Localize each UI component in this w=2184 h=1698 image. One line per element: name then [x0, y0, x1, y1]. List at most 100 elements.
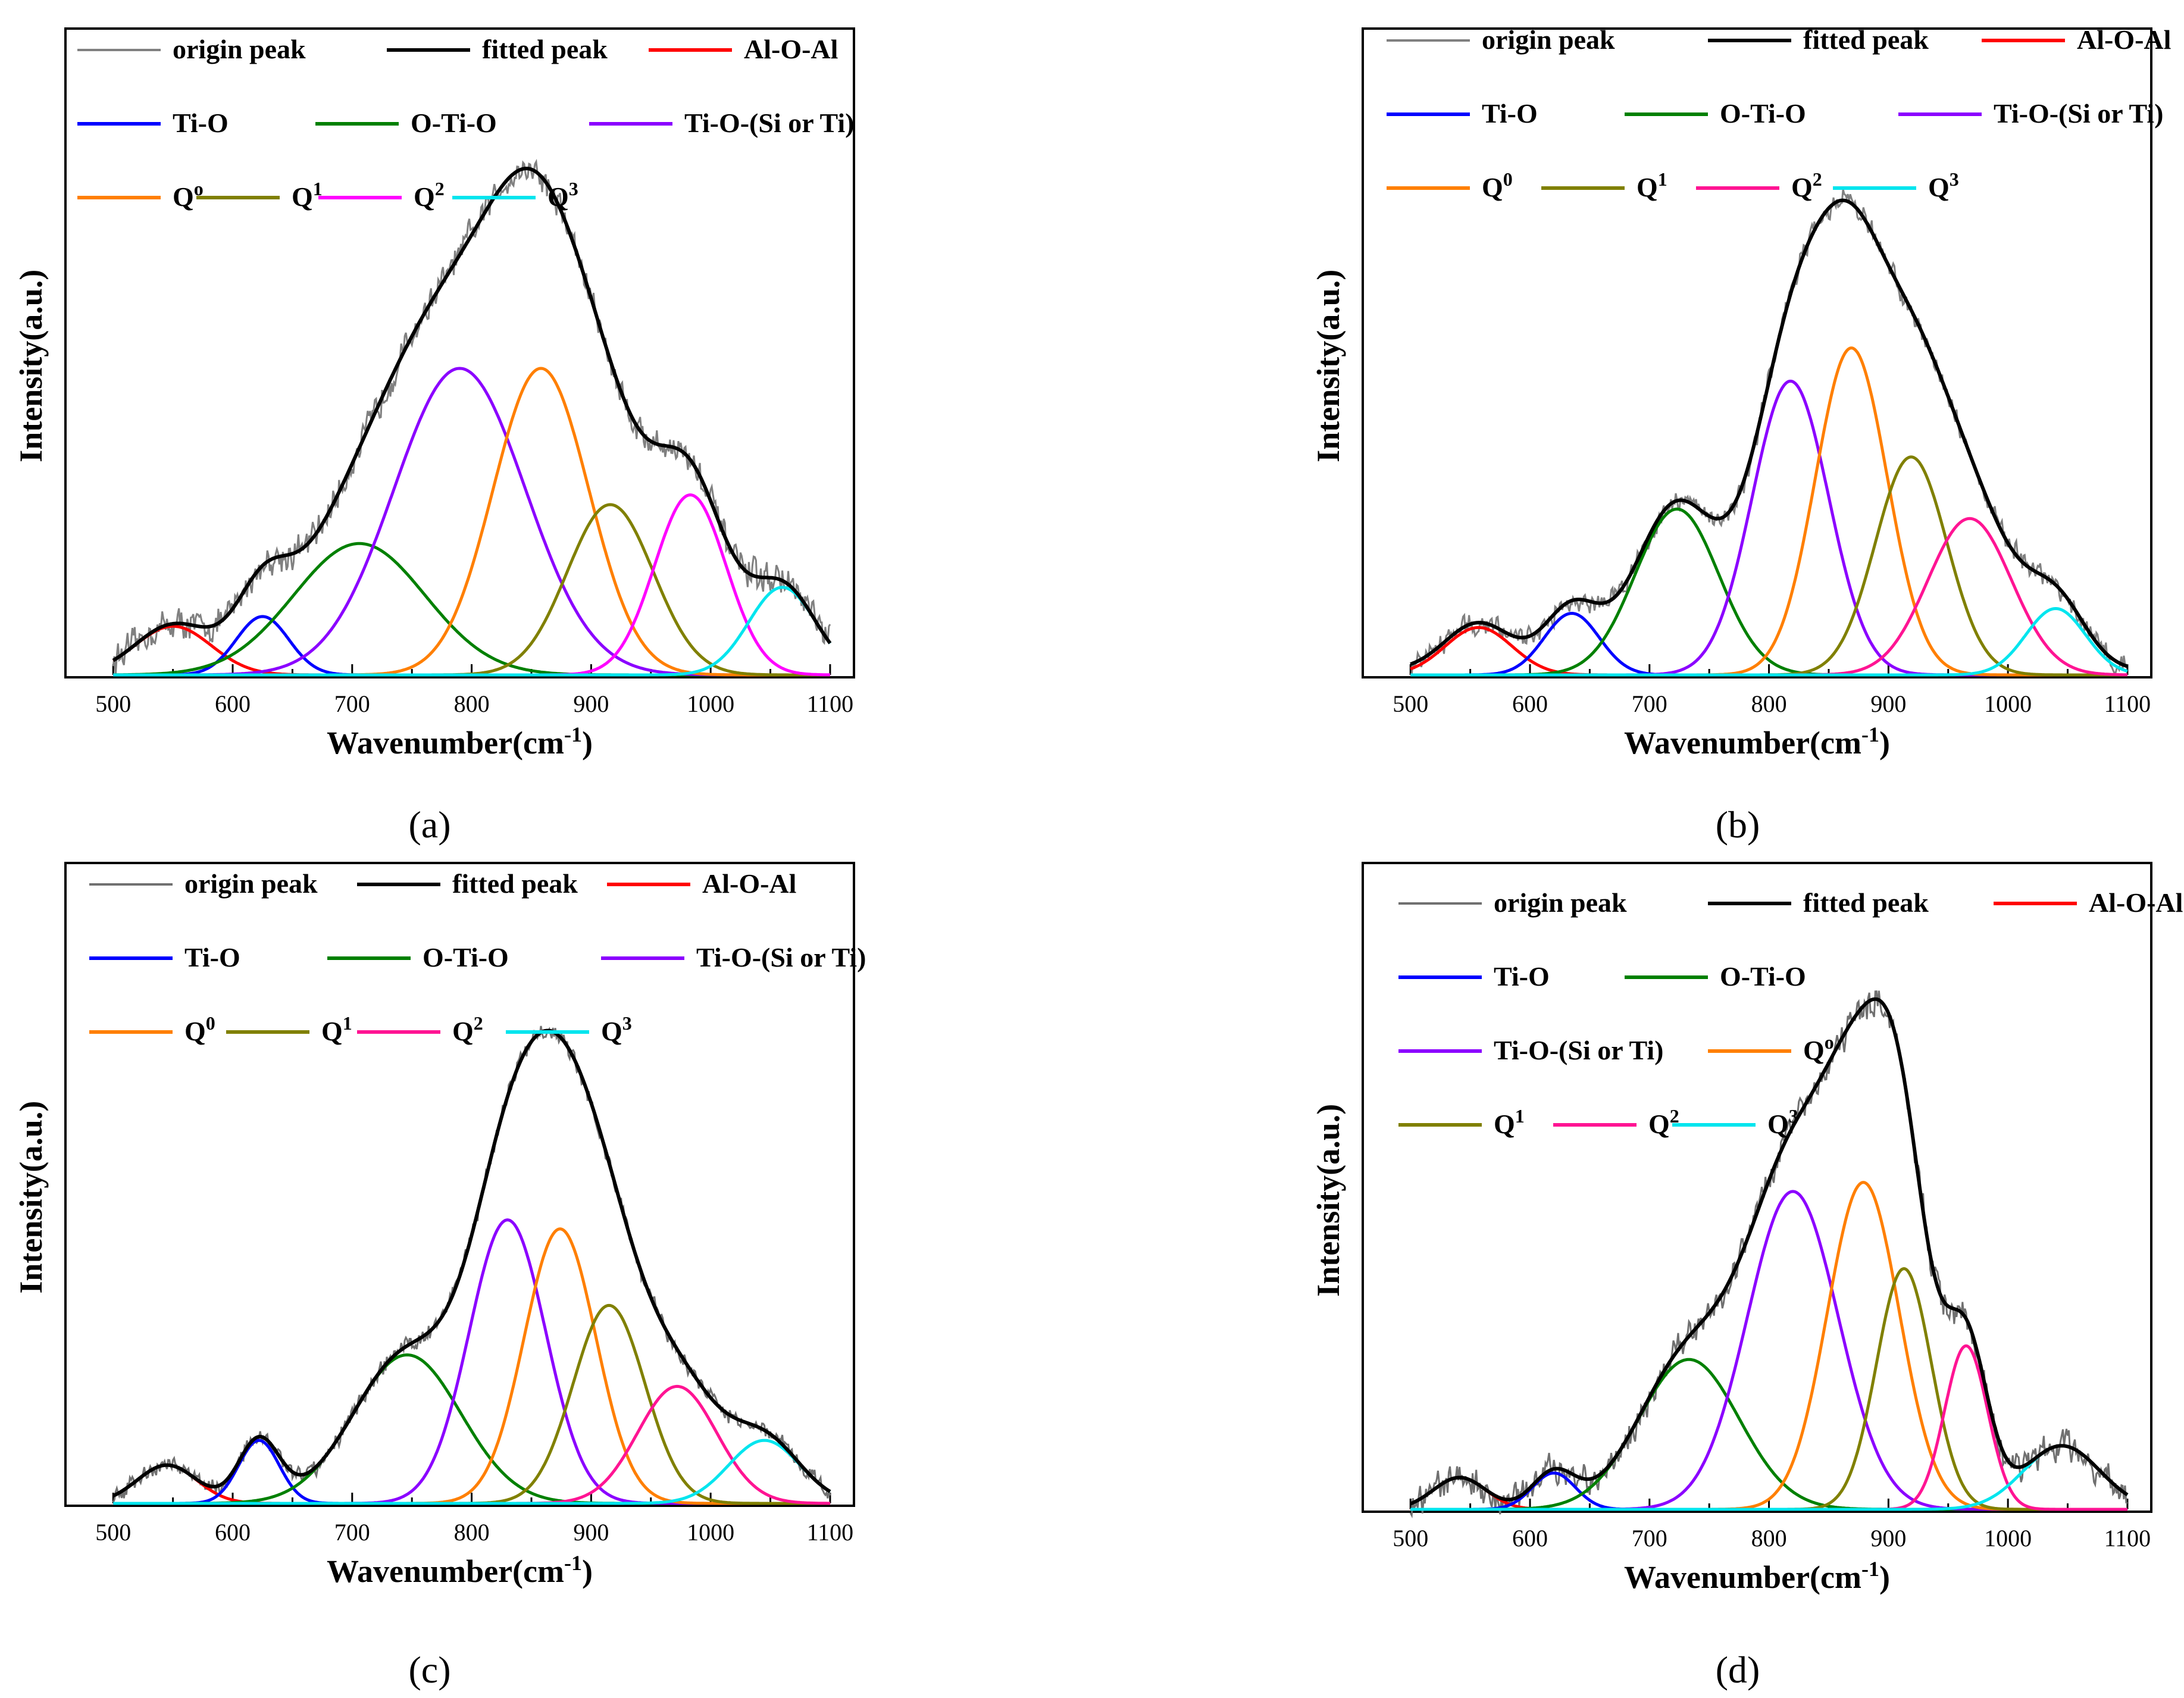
legend-label-text: Q	[414, 182, 435, 212]
x-tick-label: 600	[215, 1519, 251, 1546]
legend-label-sup: 3	[622, 1012, 632, 1034]
plot-frame	[1362, 862, 2152, 1513]
chart-panel-c: 500 600 700 800 900 1000 1100 Wavenumber(cm-1) I…	[13, 862, 866, 1691]
legend-label-otio: O-Ti-O	[1720, 961, 1806, 992]
legend-label-q0: Q0	[1482, 168, 1513, 202]
legend-label-sup: 1	[343, 1012, 352, 1034]
x-tick-label: 700	[334, 690, 370, 717]
legend-label-text: Ti-O	[173, 108, 229, 138]
x-tick-label: 800	[1751, 690, 1787, 717]
legend-label-origin: origin peak	[1494, 887, 1627, 918]
legend-label-otio: O-Ti-O	[411, 108, 497, 138]
legend-label-text: origin peak	[184, 868, 318, 899]
legend-label-sup: 1	[1515, 1105, 1525, 1127]
x-tick-label: 700	[1632, 1525, 1667, 1552]
x-axis-label-sup: -1	[1861, 1557, 1879, 1581]
legend-label-otio: O-Ti-O	[423, 942, 509, 972]
legend-label-q1: Q1	[1637, 168, 1667, 202]
legend-label-sup: 0	[206, 1012, 215, 1034]
series-fitted-peak	[112, 167, 832, 662]
y-axis-label: Intensity(a.u.)	[13, 270, 49, 462]
legend-label-text: Al-O-Al	[2077, 24, 2171, 55]
series-origin-peak	[1409, 990, 2128, 1519]
legend-label-q0: Q0	[184, 1012, 215, 1046]
series-q3	[113, 586, 831, 677]
legend-label-q2: Q2	[452, 1012, 483, 1046]
x-tick-label: 700	[1632, 690, 1667, 717]
chart-panel-d: 500 600 700 800 900 1000 1100 Wavenumber(cm-1) I…	[1310, 862, 2183, 1691]
x-tick-label: 600	[1512, 1525, 1548, 1552]
legend-label-sup: 2	[1813, 168, 1822, 190]
legend-label-fitted: fitted peak	[1803, 24, 1929, 55]
legend-label-q0: Qo	[1803, 1031, 1834, 1065]
legend-label-text: fitted peak	[482, 34, 608, 64]
y-axis-label: Intensity(a.u.)	[1310, 1104, 1346, 1297]
x-axis-label: Wavenumber(cm-1)	[327, 723, 593, 761]
x-tick-label: 900	[1870, 690, 1906, 717]
legend-label-text: Q	[1767, 1109, 1789, 1139]
legend-label-sup: 2	[435, 178, 445, 199]
series-fitted-peak	[1410, 198, 2128, 668]
x-axis-label-end: )	[1879, 1559, 1890, 1595]
legend-label-q3: Q3	[1928, 168, 1959, 202]
legend-label-text: fitted peak	[1803, 24, 1929, 55]
legend-label-text: Q	[547, 182, 569, 212]
chart-panel-a: 500 600 700 800 900 1000 1100 Wavenumber(cm-1) I…	[13, 27, 855, 846]
legend-label-text: fitted peak	[1803, 887, 1929, 918]
legend-label-tiosi: Ti-O-(Si or Ti)	[684, 108, 854, 138]
legend-label-text: origin peak	[1482, 24, 1615, 55]
series-tiosi	[1410, 379, 2127, 677]
chart-panel-b: 500 600 700 800 900 1000 1100 Wavenumber(cm-1) I…	[1310, 24, 2171, 846]
x-axis-label: Wavenumber(cm-1)	[1624, 723, 1890, 761]
series-q3	[113, 1439, 831, 1505]
legend-label-q2: Q2	[1791, 168, 1822, 202]
legend-label-text: origin peak	[1494, 887, 1627, 918]
legend-label-text: Ti-O-(Si or Ti)	[1994, 98, 2163, 129]
legend-label-text: Ti-O	[1494, 961, 1550, 992]
legend-label-q0: Qo	[173, 178, 204, 212]
legend-label-sup: o	[194, 178, 204, 199]
x-tick-label: 500	[95, 690, 131, 717]
legend-label-fitted: fitted peak	[452, 868, 578, 899]
legend-label-q1: Q1	[292, 178, 323, 212]
x-axis-label-text: Wavenumber(cm	[1624, 725, 1861, 761]
legend-label-text: Ti-O	[1482, 98, 1538, 129]
series-q2	[113, 493, 830, 677]
x-tick-label: 900	[1870, 1525, 1906, 1552]
legend-label-q2: Q2	[1648, 1105, 1679, 1139]
legend-label-sup: 1	[313, 178, 323, 199]
legend-label-text: O-Ti-O	[1720, 98, 1806, 129]
x-tick-label: 500	[1393, 690, 1428, 717]
legend-label-alo: Al-O-Al	[702, 868, 796, 899]
legend-label-q1: Q1	[1494, 1105, 1525, 1139]
series-q2	[1410, 1344, 2127, 1511]
legend-label-text: Al-O-Al	[702, 868, 796, 899]
x-tick-label: 800	[454, 690, 490, 717]
legend-label-q3: Q3	[547, 178, 578, 212]
x-tick-label: 600	[1512, 690, 1548, 717]
series-q1	[113, 1303, 830, 1505]
series-fitted-peak	[112, 1028, 831, 1497]
plot-frame	[64, 862, 855, 1507]
legend-label-sup: 2	[1670, 1105, 1679, 1127]
legend-label-sup: 3	[569, 178, 578, 199]
legend-label-sup: 2	[474, 1012, 483, 1034]
legend-label-text: Q	[1928, 172, 1950, 202]
legend-label-text: Ti-O-(Si or Ti)	[684, 108, 854, 138]
legend-label-text: Q	[321, 1016, 343, 1046]
series-q3	[1410, 1444, 2129, 1511]
legend-label-text: Ti-O-(Si or Ti)	[1494, 1035, 1663, 1065]
panel-caption: (b)	[1716, 803, 1760, 846]
series-q3	[1410, 606, 2128, 677]
series-fitted-peak	[1410, 997, 2129, 1506]
x-tick-label: 1100	[807, 690, 854, 717]
series-otio	[113, 1353, 830, 1505]
legend-label-tio: Ti-O	[173, 108, 229, 138]
legend-label-text: Ti-O	[184, 942, 240, 972]
x-axis-label-text: Wavenumber(cm	[1624, 1559, 1861, 1595]
legend-label-sup: 3	[1950, 168, 1959, 190]
legend-label-q2: Q2	[414, 178, 445, 212]
x-tick-label: 1100	[2104, 690, 2151, 717]
x-tick-label: 800	[1751, 1525, 1787, 1552]
